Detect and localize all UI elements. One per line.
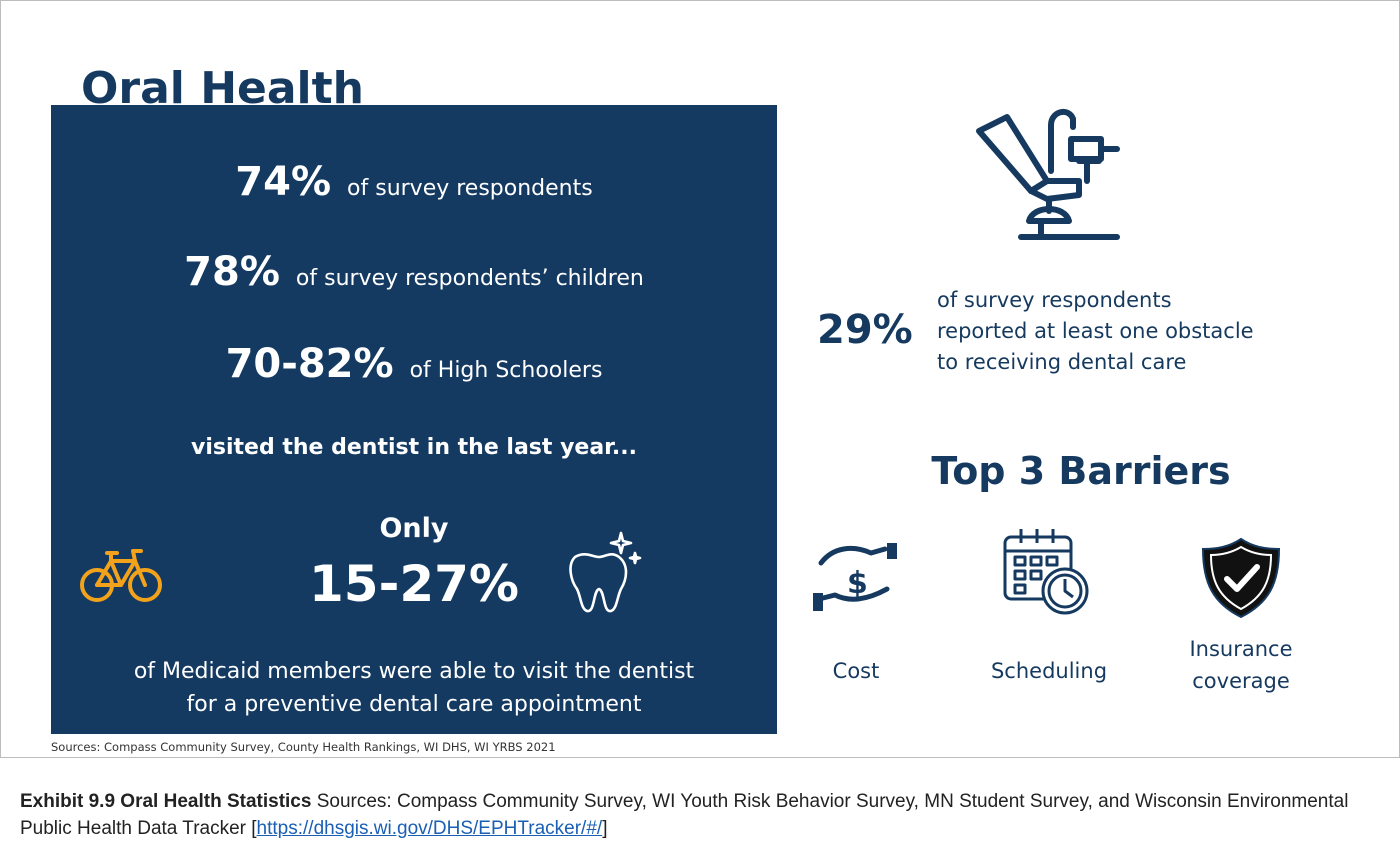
only-label: Only bbox=[379, 513, 449, 544]
tracker-link[interactable]: https://dhsgis.wi.gov/DHS/EPHTracker/#/ bbox=[256, 818, 603, 839]
barrier-label-insurance: Insurance coverage bbox=[1151, 633, 1331, 697]
caption-title: Exhibit 9.9 Oral Health Statistics bbox=[20, 791, 312, 812]
barrier-label-line: Insurance bbox=[1189, 637, 1293, 661]
barrier-label-cost: Cost bbox=[832, 659, 880, 683]
barrier-label-scheduling: Scheduling bbox=[990, 659, 1108, 683]
infographic-frame: Oral Health 74% of survey respondents 78%… bbox=[0, 0, 1400, 758]
stat-row-highschoolers: 70-82% of High Schoolers bbox=[51, 341, 777, 387]
medicaid-value: 15-27% bbox=[308, 555, 519, 613]
caption-text: Sources: Compass Community Survey, WI Yo… bbox=[20, 791, 1349, 839]
money-hand-icon: $ bbox=[813, 539, 903, 623]
stat-row-adults: 74% of survey respondents bbox=[51, 159, 777, 205]
sparkling-tooth-icon bbox=[563, 529, 643, 619]
medicaid-description: of Medicaid members were able to visit t… bbox=[51, 655, 777, 721]
shield-check-icon bbox=[1199, 537, 1283, 623]
sources-note: Sources: Compass Community Survey, Count… bbox=[51, 740, 556, 754]
visited-dentist-text: visited the dentist in the last year... bbox=[191, 435, 637, 460]
stat-value: 70-82% bbox=[225, 341, 394, 387]
stat-row-children: 78% of survey respondents’ children bbox=[51, 249, 777, 295]
exhibit-caption: Exhibit 9.9 Oral Health Statistics Sourc… bbox=[20, 788, 1390, 842]
svg-text:$: $ bbox=[847, 566, 868, 601]
obstacle-line: of survey respondents bbox=[937, 288, 1172, 312]
obstacle-value: 29% bbox=[817, 307, 913, 353]
obstacle-line: to receiving dental care bbox=[937, 350, 1187, 374]
stat-description: of survey respondents’ children bbox=[295, 266, 644, 291]
obstacle-line: reported at least one obstacle bbox=[937, 319, 1254, 343]
stat-value: 74% bbox=[235, 159, 332, 205]
stat-description: of High Schoolers bbox=[409, 358, 603, 383]
barrier-label-line: coverage bbox=[1192, 669, 1290, 693]
obstacle-description: of survey respondents reported at least … bbox=[937, 285, 1317, 378]
bicycle-icon bbox=[79, 545, 163, 609]
dental-chair-icon bbox=[969, 101, 1125, 245]
stat-value: 78% bbox=[184, 249, 280, 295]
medicaid-line: of Medicaid members were able to visit t… bbox=[133, 659, 695, 684]
calendar-clock-icon bbox=[1001, 525, 1093, 625]
medicaid-line: for a preventive dental care appointment bbox=[186, 692, 642, 717]
barriers-title: Top 3 Barriers bbox=[931, 449, 1231, 493]
stats-panel: 74% of survey respondents 78% of survey re… bbox=[51, 105, 777, 734]
stat-description: of survey respondents bbox=[347, 176, 593, 201]
caption-end: ] bbox=[602, 818, 608, 839]
